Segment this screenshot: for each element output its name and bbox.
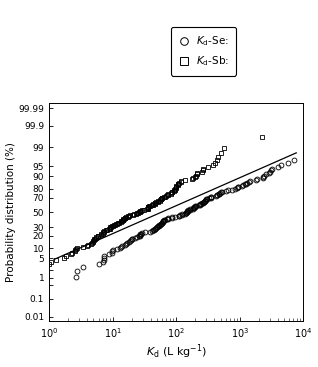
- X-axis label: $\mathit{K}_\mathrm{d}$ (L kg$^{-1}$): $\mathit{K}_\mathrm{d}$ (L kg$^{-1}$): [146, 343, 207, 361]
- Legend: $\mathit{K}_\mathrm{d}$-Se:, $\mathit{K}_\mathrm{d}$-Sb:: $\mathit{K}_\mathrm{d}$-Se:, $\mathit{K}…: [170, 27, 236, 76]
- Y-axis label: Probability distribution (%): Probability distribution (%): [5, 142, 16, 282]
